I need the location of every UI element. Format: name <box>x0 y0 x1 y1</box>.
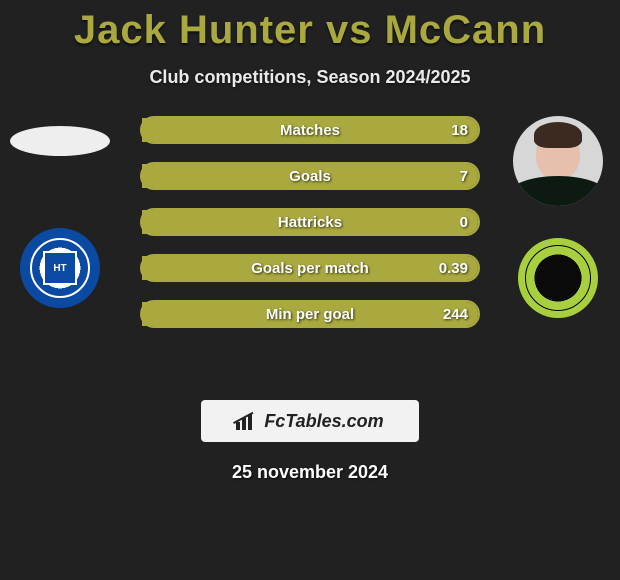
stat-right-value: 18 <box>451 122 468 139</box>
stat-label: Goals per match <box>142 260 478 277</box>
stat-label: Goals <box>142 168 478 185</box>
brand-text: FcTables.com <box>264 411 383 432</box>
season-subtitle: Club competitions, Season 2024/2025 <box>0 67 620 88</box>
stat-bars: Matches 18 Goals 7 Hattricks 0 Goals per… <box>140 116 480 328</box>
stat-label: Matches <box>142 122 478 139</box>
snapshot-date: 25 november 2024 <box>0 462 620 483</box>
left-club-badge-text: HT <box>43 251 77 285</box>
stat-bar: Min per goal 244 <box>140 300 480 328</box>
right-club-badge <box>518 238 598 318</box>
left-player-column: HT <box>10 116 110 308</box>
right-player-column <box>508 116 608 318</box>
page-title: Jack Hunter vs McCann <box>0 0 620 53</box>
stat-label: Hattricks <box>142 214 478 231</box>
right-player-avatar <box>513 116 603 206</box>
stat-bar: Hattricks 0 <box>140 208 480 236</box>
stat-right-value: 244 <box>443 306 468 323</box>
comparison-content: HT Matches 18 Goals 7 Hattricks 0 <box>0 116 620 376</box>
stat-right-value: 0 <box>460 214 468 231</box>
stat-label: Min per goal <box>142 306 478 323</box>
stat-bar: Goals 7 <box>140 162 480 190</box>
stat-right-value: 0.39 <box>439 260 468 277</box>
left-player-avatar <box>10 126 110 156</box>
stat-bar: Goals per match 0.39 <box>140 254 480 282</box>
brand-box: FcTables.com <box>201 400 419 442</box>
stat-bar: Matches 18 <box>140 116 480 144</box>
brand-chart-icon <box>236 412 258 430</box>
left-club-badge: HT <box>20 228 100 308</box>
stat-right-value: 7 <box>460 168 468 185</box>
